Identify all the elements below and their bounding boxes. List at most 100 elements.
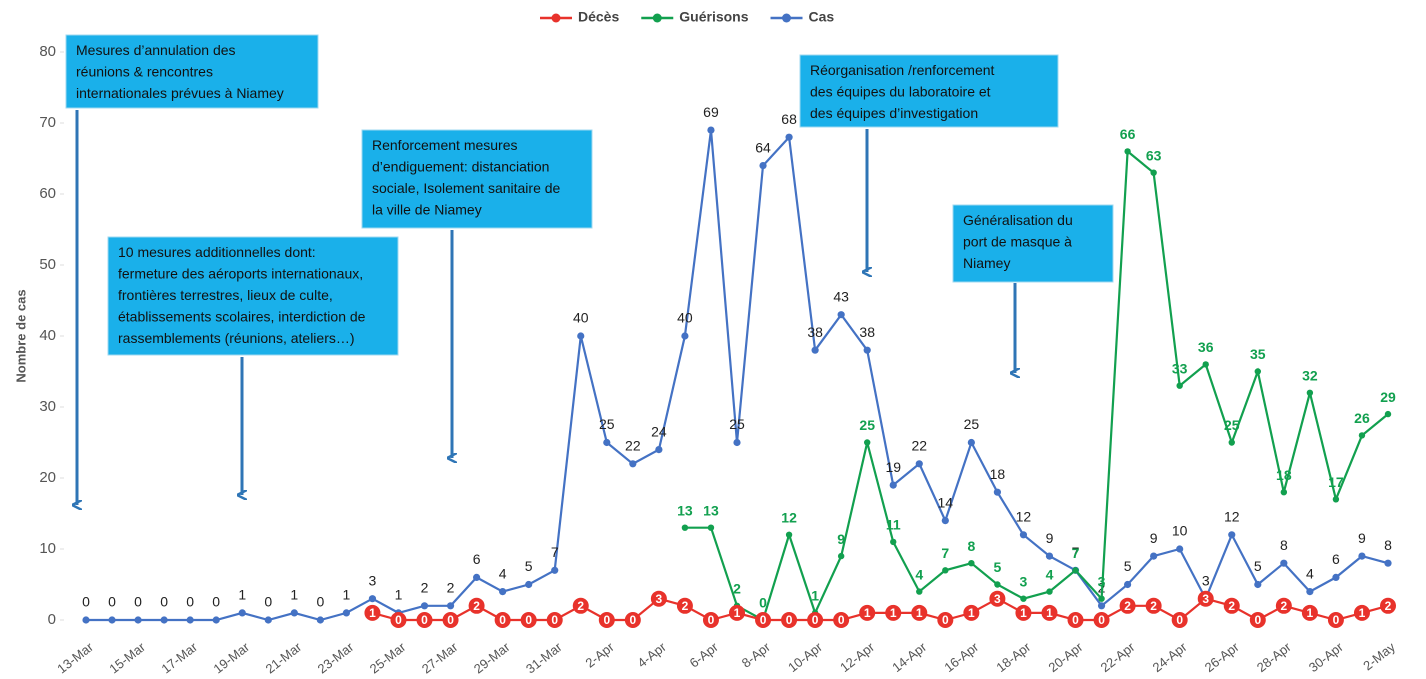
data-label: 25 — [859, 417, 875, 433]
marker — [186, 616, 194, 624]
marker — [1067, 612, 1084, 628]
x-tick-label: 20-Apr — [1045, 639, 1086, 675]
legend-marker — [652, 13, 662, 23]
marker — [108, 616, 116, 624]
marker — [1098, 595, 1105, 602]
data-label: 66 — [1120, 126, 1136, 142]
marker — [629, 460, 637, 468]
marker — [1380, 597, 1396, 614]
series-line — [372, 597, 1389, 622]
legend-label: Guérisons — [679, 9, 748, 25]
data-label: 12 — [781, 510, 797, 526]
annotation-text: sociale, Isolement sanitaire de — [372, 180, 561, 196]
annotation-text: des équipes du laboratoire et — [810, 84, 991, 100]
data-label: 36 — [1198, 339, 1214, 355]
annotation-text: internationales prévues à Niamey — [76, 85, 284, 101]
marker — [1176, 545, 1184, 553]
marker — [885, 604, 902, 621]
marker — [915, 460, 923, 468]
annotation-box — [952, 204, 1114, 283]
data-label: 5 — [994, 559, 1002, 575]
legend-label: Décès — [578, 9, 619, 25]
marker — [781, 612, 798, 628]
marker — [967, 438, 975, 447]
marker — [811, 346, 819, 354]
data-label: 1 — [290, 587, 298, 603]
data-label: 6 — [1332, 551, 1340, 567]
y-tick-label: 50 — [39, 256, 56, 273]
marker — [364, 604, 381, 621]
marker — [1197, 590, 1214, 607]
data-label: 0 — [264, 594, 272, 610]
data-label: 33 — [1172, 360, 1188, 376]
data-label: 0 — [134, 594, 142, 610]
data-label: 1 — [1359, 606, 1366, 620]
marker — [1176, 382, 1183, 389]
data-label: 1 — [890, 606, 897, 620]
marker — [1384, 559, 1392, 567]
x-tick-label: 15-Mar — [106, 639, 148, 677]
marker — [833, 612, 850, 628]
data-label: 0 — [186, 594, 194, 610]
marker — [1019, 531, 1028, 539]
marker — [390, 612, 407, 628]
marker — [941, 517, 949, 525]
data-label: 0 — [160, 594, 168, 610]
marker — [1254, 368, 1262, 375]
marker — [1020, 595, 1027, 602]
data-label: 0 — [316, 594, 324, 610]
x-tick-label: 30-Apr — [1306, 639, 1347, 675]
data-label: 2 — [733, 581, 741, 597]
data-label: 22 — [911, 438, 927, 454]
annotation-text: des équipes d’investigation — [810, 105, 978, 121]
marker — [890, 538, 897, 546]
marker — [546, 612, 563, 628]
annotation-text: Niamey — [963, 255, 1010, 271]
data-label: 2 — [577, 599, 584, 613]
marker — [916, 588, 923, 595]
annotation-text: fermeture des aéroports internationaux, — [118, 266, 363, 282]
annotation-box — [107, 236, 399, 356]
marker — [468, 597, 485, 614]
data-label: 4 — [499, 565, 507, 581]
data-label: 0 — [838, 613, 845, 627]
marker — [420, 602, 429, 610]
data-label: 2 — [682, 599, 689, 613]
marker — [1332, 496, 1340, 503]
marker — [1280, 559, 1288, 567]
marker — [1046, 588, 1053, 595]
data-label: 8 — [1384, 537, 1392, 553]
data-label: 3 — [1020, 573, 1028, 589]
data-label: 0 — [759, 595, 767, 611]
marker — [1119, 597, 1136, 614]
marker — [473, 573, 481, 582]
y-tick-label: 80 — [39, 43, 56, 60]
marker — [963, 604, 980, 621]
marker — [993, 488, 1002, 496]
marker — [1254, 580, 1262, 589]
marker — [864, 439, 871, 446]
marker — [1327, 612, 1344, 628]
data-label: 40 — [573, 310, 589, 326]
data-label: 25 — [599, 416, 615, 432]
legend-marker — [551, 13, 561, 23]
data-label: 1 — [343, 587, 351, 603]
data-label: 1 — [369, 606, 376, 620]
data-label: 0 — [421, 613, 428, 627]
data-label: 1 — [968, 606, 975, 620]
data-label: 8 — [1280, 537, 1288, 553]
x-tick-label: 19-Mar — [211, 639, 253, 677]
x-tick-label: 31-Mar — [523, 639, 565, 677]
data-label: 13 — [703, 502, 719, 518]
marker — [1249, 612, 1266, 628]
marker — [551, 566, 559, 574]
marker — [755, 612, 772, 628]
data-label: 9 — [1046, 530, 1054, 546]
data-label: 18 — [1276, 467, 1292, 483]
data-label: 0 — [551, 613, 558, 627]
marker — [442, 612, 459, 628]
marker — [1353, 604, 1370, 621]
data-label: 1 — [1046, 606, 1053, 620]
marker — [785, 133, 793, 141]
marker — [1223, 597, 1240, 614]
